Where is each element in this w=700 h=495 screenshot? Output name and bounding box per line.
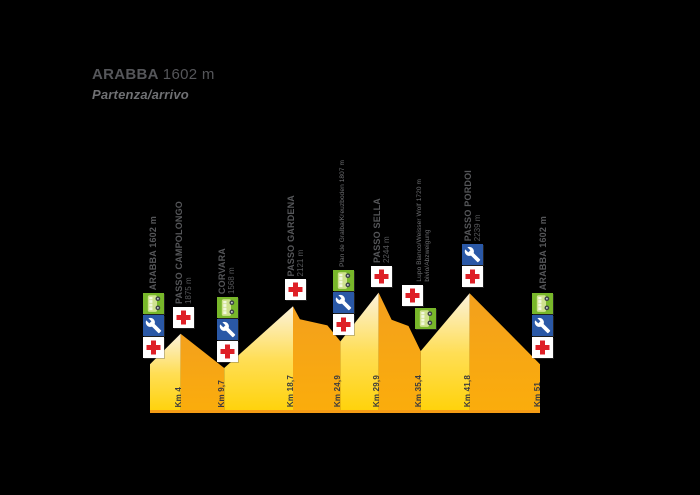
- page-title: ARABBA 1602 m: [92, 66, 215, 83]
- km-marker-passo-campolongo: Km 4: [174, 387, 183, 408]
- profile-segment-corvara-to-passo-gardena: [224, 306, 293, 413]
- medical-cross-icon: [462, 266, 483, 287]
- medical-cross-icon: [371, 266, 392, 287]
- waypoint-label-passo-pordoi: PASSO PORDOI 2239 m: [463, 170, 483, 241]
- km-marker-passo-gardena: Km 18,7: [286, 375, 295, 408]
- waypoint-label-line: ARABBA 1602 m: [148, 216, 158, 291]
- medical-cross-icon: [333, 314, 354, 335]
- mechanical-assistance-wrench-icon: [143, 315, 164, 336]
- medical-cross-icon: [285, 279, 306, 300]
- medical-cross-icon: [217, 341, 238, 362]
- waypoint-label-line: PASSO GARDENA: [286, 195, 296, 277]
- profile-segment-passo-campolongo-to-corvara: [180, 333, 225, 413]
- waypoint-label-line: ARABBA 1602 m: [538, 216, 548, 291]
- waypoint-label-arabba-start: ARABBA 1602 m: [148, 216, 158, 290]
- waypoint-label-line: Lupo Bianco/Weisser Wolf 1720 m: [416, 179, 423, 282]
- bus-icon: [415, 308, 436, 329]
- profile-segment-passo-gardena-to-plan-de-gralba: [293, 306, 341, 413]
- waypoint-label-lupo-bianco: Lupo Bianco/Weisser Wolf 1720 m bivio/Abz…: [416, 179, 432, 282]
- bus-icon: [143, 293, 164, 314]
- waypoint-label-line: 2121 m: [296, 249, 305, 277]
- km-marker-corvara: Km 9,7: [217, 380, 226, 408]
- page-subtitle: Partenza/arrivo: [92, 87, 189, 102]
- profile-segment-passo-sella-to-lupo-bianco: [378, 292, 421, 413]
- profile-segment-arabba-start-to-passo-campolongo: [150, 333, 181, 413]
- medical-cross-icon: [173, 307, 194, 328]
- medical-cross-icon: [532, 337, 553, 358]
- waypoint-label-corvara: CORVARA 1568 m: [217, 248, 237, 294]
- km-marker-arabba-end: Km 51: [533, 382, 542, 408]
- profile-segment-plan-de-gralba-to-passo-sella: [340, 292, 379, 413]
- waypoint-label-passo-campolongo: PASSO CAMPOLONGO 1875 m: [174, 201, 194, 304]
- waypoint-label-line: Plan de Gralba/Kreuzboden 1807 m: [339, 160, 346, 267]
- waypoint-label-passo-gardena: PASSO GARDENA 2121 m: [286, 195, 306, 276]
- mechanical-assistance-wrench-icon: [333, 292, 354, 313]
- waypoint-label-line: CORVARA: [217, 248, 227, 295]
- profile-base-strip: [150, 410, 540, 413]
- waypoint-label-line: bivio/Abzweigung: [424, 229, 431, 282]
- profile-segment-passo-pordoi-to-arabba-end: [469, 293, 540, 413]
- waypoint-label-line: 1875 m: [184, 277, 193, 305]
- km-marker-passo-sella: Km 29,9: [372, 375, 381, 408]
- waypoint-label-line: PASSO CAMPOLONGO: [174, 201, 184, 305]
- waypoint-label-line: 2239 m: [473, 214, 482, 242]
- waypoint-label-line: 2244 m: [382, 236, 391, 264]
- km-marker-passo-pordoi: Km 41,8: [463, 375, 472, 408]
- title-name: ARABBA: [92, 66, 159, 83]
- waypoint-label-arabba-end: ARABBA 1602 m: [538, 216, 548, 290]
- km-marker-lupo-bianco: Km 35,4: [414, 375, 423, 408]
- mechanical-assistance-wrench-icon: [462, 244, 483, 265]
- medical-cross-icon: [143, 337, 164, 358]
- mechanical-assistance-wrench-icon: [217, 319, 238, 340]
- bus-icon: [532, 293, 553, 314]
- bus-icon: [333, 270, 354, 291]
- title-altitude: 1602 m: [162, 66, 215, 83]
- waypoint-label-line: PASSO SELLA: [372, 198, 382, 264]
- waypoint-label-passo-sella: PASSO SELLA 2244 m: [372, 198, 392, 263]
- waypoint-label-line: PASSO PORDOI: [463, 170, 473, 242]
- mechanical-assistance-wrench-icon: [532, 315, 553, 336]
- bus-icon: [217, 297, 238, 318]
- km-marker-plan-de-gralba: Km 24,9: [333, 375, 342, 408]
- waypoint-label-plan-de-gralba: Plan de Gralba/Kreuzboden 1807 m: [339, 160, 347, 267]
- profile-segment-lupo-bianco-to-passo-pordoi: [420, 293, 470, 413]
- medical-cross-icon: [402, 285, 423, 306]
- waypoint-label-line: 1568 m: [227, 267, 236, 295]
